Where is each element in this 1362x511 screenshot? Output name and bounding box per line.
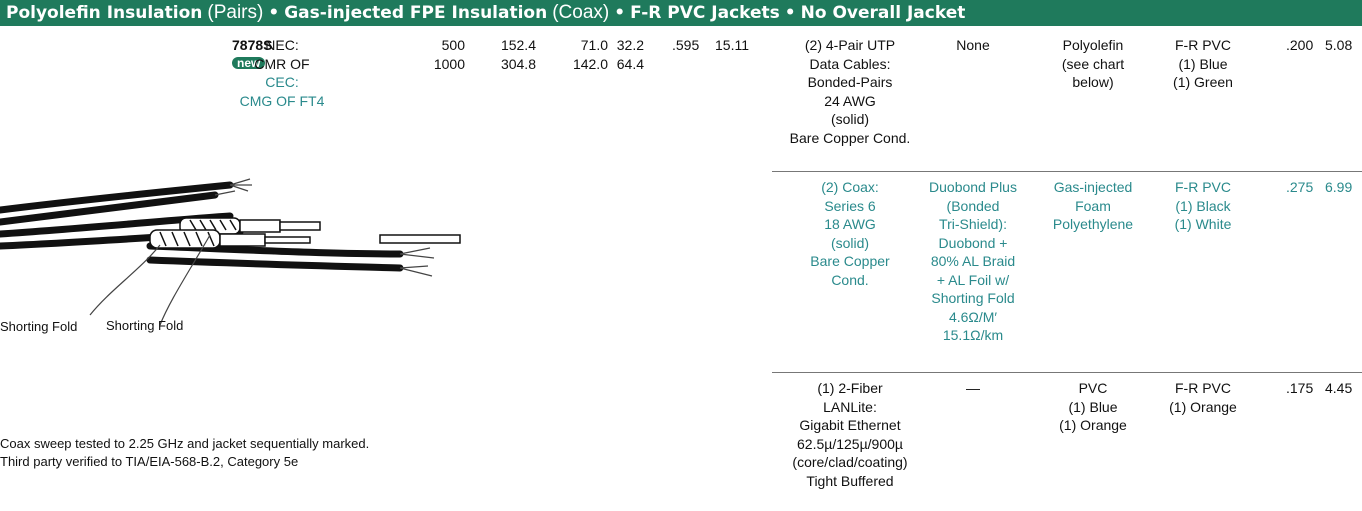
- footnote: Third party verified to TIA/EIA-568-B.2,…: [0, 453, 298, 472]
- component-jacket: F-R PVC: [1113, 36, 1293, 55]
- page: Polyolefin Insulation(Pairs)•Gas-injecte…: [0, 0, 1362, 511]
- header-bar: Polyolefin Insulation(Pairs)•Gas-injecte…: [0, 0, 1362, 26]
- component-od-in: .275: [1286, 178, 1313, 197]
- component-shield: 80% AL Braid: [883, 252, 1063, 271]
- component-description: Data Cables:: [760, 55, 940, 74]
- component-shield: Shorting Fold: [883, 289, 1063, 308]
- header-text: (Coax): [552, 2, 609, 23]
- component-description: 24 AWG: [760, 92, 940, 111]
- component-shield: + AL Foil w/: [883, 271, 1063, 290]
- header-text: (Pairs): [207, 2, 263, 23]
- cec-rating: CMG OF FT4: [192, 92, 372, 111]
- component-description: LANLite:: [760, 398, 940, 417]
- component-od-mm: 4.45: [1325, 379, 1352, 398]
- header-text: Gas-injected FPE Insulation: [284, 3, 547, 23]
- component-description: (core/clad/coating): [760, 453, 940, 472]
- component-jacket: (1) Black: [1113, 197, 1293, 216]
- header-text: •: [785, 3, 796, 23]
- component-od-mm: 6.99: [1325, 178, 1352, 197]
- cec-label: CEC:: [192, 73, 372, 92]
- component-od-in: .200: [1286, 36, 1313, 55]
- component-description: Gigabit Ethernet: [760, 416, 940, 435]
- cable-illustration: [0, 150, 480, 340]
- component-jacket: F-R PVC: [1113, 178, 1293, 197]
- component-jacket: (1) Blue: [1113, 55, 1293, 74]
- component-shield: 4.6Ω/M′: [883, 308, 1063, 327]
- component-jacket: (1) Orange: [1113, 398, 1293, 417]
- component-insulation: (1) Orange: [1003, 416, 1183, 435]
- component-description: 62.5µ/125µ/900µ: [760, 435, 940, 454]
- overall-od-mm: 15.11: [715, 36, 749, 55]
- component-od-in: .175: [1286, 379, 1313, 398]
- component-description: (solid): [760, 110, 940, 129]
- component-jacket: (1) Green: [1113, 73, 1293, 92]
- component-description: Bare Copper Cond.: [760, 129, 940, 148]
- row-separator: [772, 171, 1362, 172]
- callout-label: Shorting Fold: [0, 318, 77, 337]
- header-text: No Overall Jacket: [801, 3, 966, 23]
- callout-label: Shorting Fold: [106, 317, 183, 336]
- component-shield: Duobond +: [883, 234, 1063, 253]
- component-jacket: F-R PVC: [1113, 379, 1293, 398]
- weights-kg: 32.2: [544, 36, 644, 55]
- nec-rating: CMR OF: [192, 55, 372, 74]
- component-description: Tight Buffered: [760, 472, 940, 491]
- header-text: •: [614, 3, 625, 23]
- component-jacket: (1) White: [1113, 215, 1293, 234]
- footnote: Coax sweep tested to 2.25 GHz and jacket…: [0, 435, 369, 454]
- weights-kg: 64.4: [544, 55, 644, 74]
- overall-od-in: .595: [672, 36, 699, 55]
- header-text: F-R PVC Jackets: [630, 3, 780, 23]
- row-separator: [772, 372, 1362, 373]
- header-text: •: [268, 3, 279, 23]
- component-description: Bonded-Pairs: [760, 73, 940, 92]
- component-shield: 15.1Ω/km: [883, 326, 1063, 345]
- header-text: Polyolefin Insulation: [6, 3, 202, 23]
- nec-label: NEC:: [192, 36, 372, 55]
- component-od-mm: 5.08: [1325, 36, 1352, 55]
